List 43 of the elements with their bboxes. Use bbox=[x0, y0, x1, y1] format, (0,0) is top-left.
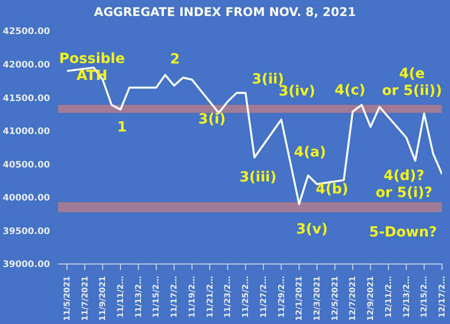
x-tick-label: 12/15/2… bbox=[420, 276, 429, 318]
x-tick-label: 12/17/2… bbox=[438, 276, 446, 318]
x-tick-label: 11/13/2… bbox=[134, 276, 143, 318]
y-tick-label: 41500.00 bbox=[2, 94, 50, 104]
x-tick-label: 11/15/2… bbox=[152, 276, 161, 318]
annotation: 3(i) bbox=[198, 112, 226, 128]
annotation: 1 bbox=[117, 120, 127, 136]
x-tick-label: 11/7/2021 bbox=[80, 276, 90, 321]
x-tick-label: 12/13/2… bbox=[402, 276, 411, 318]
y-tick-label: 39000.00 bbox=[2, 260, 50, 270]
x-tick-label: 11/9/2021 bbox=[98, 276, 108, 321]
annotation: 4(c) bbox=[334, 82, 366, 100]
annotation: 5-Down? bbox=[369, 224, 437, 242]
y-tick-label: 42000.00 bbox=[2, 60, 50, 70]
line-series bbox=[66, 66, 442, 206]
y-tick-label: 40000.00 bbox=[2, 194, 50, 204]
x-tick-label: 11/21/2… bbox=[205, 276, 214, 318]
annotation: 3(v) bbox=[296, 222, 328, 238]
annotation: 4(a) bbox=[294, 144, 326, 162]
x-tick-label: 12/1/2021 bbox=[294, 276, 304, 321]
x-tick-label: 11/23/2… bbox=[223, 276, 232, 318]
x-tick-label: 11/27/2… bbox=[258, 276, 268, 318]
y-tick-label: 39500.00 bbox=[2, 226, 50, 237]
annotation: 3(iii) bbox=[240, 170, 276, 186]
x-tick-label: 11/29/2… bbox=[276, 276, 286, 318]
x-tick-label: 11/11/2… bbox=[116, 276, 126, 318]
x-tick-label: 11/25/2… bbox=[241, 276, 250, 318]
annotation: 2 bbox=[170, 52, 180, 68]
x-tick-label: 12/11/2… bbox=[384, 276, 393, 318]
chart-title: AGGREGATE INDEX FROM NOV. 8, 2021 bbox=[93, 5, 357, 19]
x-tick-label: 12/9/2021 bbox=[366, 276, 376, 321]
annotation: 4(d)? or 5(i)? bbox=[376, 168, 432, 202]
y-tick-label: 41000.00 bbox=[2, 127, 50, 138]
x-tick-label: 12/3/2021 bbox=[312, 276, 322, 321]
x-tick-label: 11/19/2… bbox=[187, 276, 196, 318]
x-tick-label: 12/5/2021 bbox=[330, 276, 340, 321]
y-tick-label: 40500.00 bbox=[2, 160, 50, 170]
annotation: 4(b) bbox=[316, 182, 348, 198]
x-tick-label: 11/5/2021 bbox=[62, 276, 72, 321]
annotation: 4(e or 5(ii)) bbox=[382, 66, 442, 100]
x-tick-label: 12/7/2021 bbox=[348, 276, 358, 321]
y-tick-label: 42500.00 bbox=[2, 27, 50, 38]
x-tick-label: 11/17/2… bbox=[170, 276, 179, 318]
